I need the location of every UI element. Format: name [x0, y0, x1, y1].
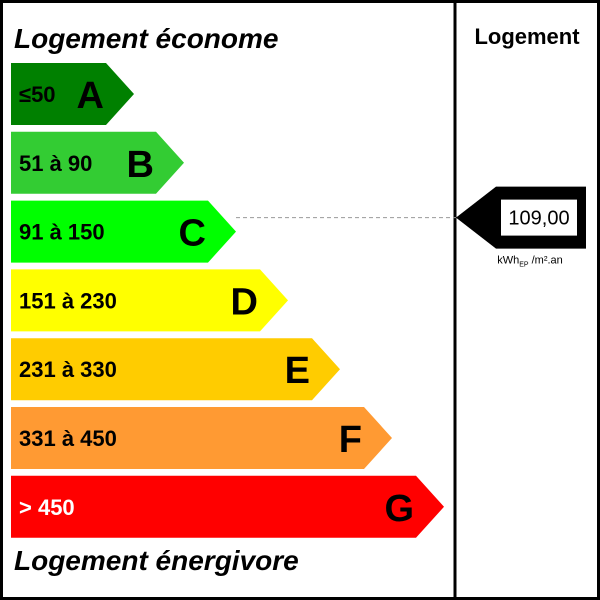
- rating-letter: B: [127, 144, 154, 186]
- rating-bar-shape: [11, 338, 340, 401]
- top-label: Logement économe: [14, 23, 278, 54]
- rating-bar-shape: [11, 407, 392, 469]
- rating-bar-f: 331 à 450 F: [11, 407, 392, 469]
- rating-bar-d: 151 à 230 D: [11, 269, 288, 332]
- unit-subscript: EP: [519, 262, 529, 269]
- rating-letter: G: [384, 488, 414, 530]
- rating-letter: C: [179, 213, 206, 255]
- unit-prefix: kWh: [497, 255, 519, 267]
- rating-range-label: 151 à 230: [19, 288, 117, 313]
- rating-bar-shape: [11, 200, 236, 263]
- rating-bars: ≤50 A 51 à 90 B 91 à 150 C 151 à 230 D 231 à 330…: [11, 63, 444, 538]
- rating-range-label: 91 à 150: [19, 220, 105, 245]
- rating-range-label: ≤50: [19, 82, 56, 107]
- indicator-value: 109,00: [508, 208, 569, 230]
- rating-range-label: 331 à 450: [19, 426, 117, 451]
- indicator-unit: kWhEP /m².an: [497, 255, 563, 269]
- rating-bar-e: 231 à 330 E: [11, 338, 340, 401]
- rating-letter: E: [285, 350, 310, 392]
- value-indicator: 109,00 kWhEP /m².an: [456, 186, 586, 269]
- rating-range-label: > 450: [19, 495, 75, 520]
- unit-suffix: /m².an: [529, 255, 563, 267]
- rating-letter: A: [77, 75, 104, 117]
- rating-bar-shape: [11, 269, 288, 332]
- column-title: Logement: [474, 24, 580, 49]
- rating-bar-g: > 450 G: [11, 475, 444, 538]
- rating-bar-shape: [11, 63, 134, 125]
- rating-bar-a: ≤50 A: [11, 63, 134, 125]
- rating-bar-shape: [11, 475, 444, 538]
- rating-range-label: 51 à 90: [19, 151, 92, 176]
- rating-bar-b: 51 à 90 B: [11, 131, 184, 194]
- rating-bar-c: 91 à 150 C: [11, 200, 236, 263]
- rating-bar-shape: [11, 131, 184, 194]
- rating-letter: F: [339, 419, 362, 461]
- rating-letter: D: [231, 281, 258, 323]
- bottom-label: Logement énergivore: [14, 545, 299, 576]
- rating-range-label: 231 à 330: [19, 357, 117, 382]
- indicator-value-box: [501, 199, 577, 236]
